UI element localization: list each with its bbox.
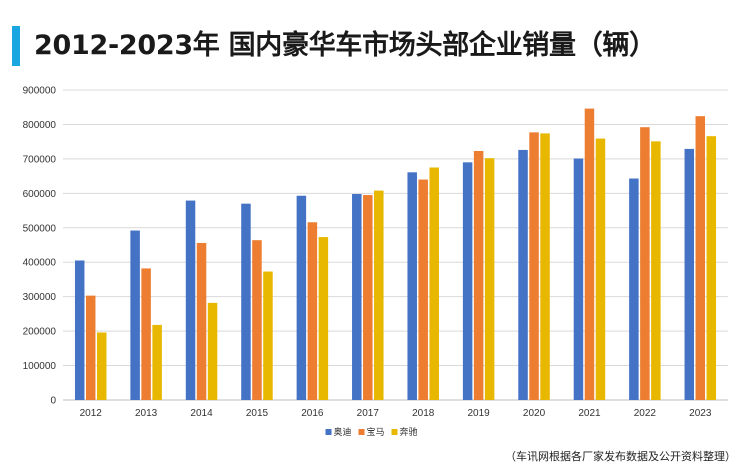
x-tick-label: 2017	[357, 408, 380, 419]
page-title: 2012-2023年 国内豪华车市场头部企业销量（辆）	[34, 30, 656, 61]
y-axis-ticks: 0 100000 200000 300000 400000 500000 600000 700…	[23, 86, 57, 407]
chart-bars	[74, 108, 717, 401]
bar-2012-2	[96, 332, 107, 400]
x-tick-label: 2021	[578, 408, 601, 419]
bar-2016-0	[296, 195, 307, 400]
x-tick-label: 2019	[468, 408, 491, 419]
y-tick-label: 0	[50, 396, 56, 407]
x-tick-label: 2022	[634, 408, 657, 419]
bar-2022-2	[651, 141, 661, 401]
bar-2014-1	[196, 242, 207, 400]
bar-2015-1	[252, 240, 262, 400]
y-tick-label: 300000	[23, 292, 57, 303]
y-tick-label: 800000	[23, 120, 57, 131]
bar-2021-2	[595, 138, 606, 401]
y-tick-label: 600000	[23, 189, 57, 200]
x-tick-label: 2015	[246, 408, 269, 419]
bar-2015-2	[263, 271, 273, 400]
bar-2018-1	[418, 179, 428, 400]
bar-2023-1	[695, 116, 706, 400]
bar-2022-0	[629, 178, 639, 400]
x-tick-label: 2018	[412, 408, 435, 419]
title-accent-bar	[12, 26, 20, 66]
x-tick-label: 2014	[190, 408, 213, 419]
bar-2023-0	[684, 148, 695, 400]
bar-2019-0	[462, 162, 473, 400]
source-note: （车讯网根据各厂家发布数据及公开资料整理）	[505, 450, 736, 463]
legend-label: 宝马	[367, 426, 385, 438]
bar-2012-1	[85, 295, 96, 400]
chart-legend: 奥迪 宝马 奔驰	[325, 426, 418, 438]
bar-2023-2	[706, 136, 717, 400]
bar-2015-0	[241, 203, 251, 400]
x-tick-label: 2012	[80, 408, 103, 419]
y-tick-label: 700000	[23, 154, 57, 165]
y-tick-label: 100000	[23, 361, 57, 372]
bar-2017-1	[363, 195, 373, 400]
bar-2022-1	[640, 127, 650, 400]
x-tick-label: 2020	[523, 408, 546, 419]
bar-2017-0	[352, 194, 362, 400]
y-tick-label: 200000	[23, 327, 57, 338]
bar-2021-0	[573, 158, 584, 400]
bar-2017-2	[374, 190, 384, 400]
bar-2019-2	[484, 158, 495, 400]
legend-label: 奔驰	[400, 426, 418, 438]
bar-2020-1	[529, 132, 539, 400]
bar-2012-0	[74, 260, 85, 400]
legend-swatch	[358, 429, 365, 435]
bar-2013-2	[152, 324, 162, 400]
bar-2018-2	[429, 167, 439, 400]
y-tick-label: 900000	[23, 86, 57, 97]
bar-2014-0	[185, 200, 196, 400]
x-tick-label: 2016	[301, 408, 324, 419]
bar-2018-0	[407, 172, 417, 400]
bar-2016-1	[307, 222, 318, 400]
y-tick-label: 500000	[23, 223, 57, 234]
bar-2013-0	[130, 230, 140, 400]
bar-2021-1	[584, 108, 595, 400]
x-axis-ticks: 2012 2013 2014 2015 2016 2017 2018 2019 2020 2021…	[80, 408, 712, 419]
legend-label: 奥迪	[334, 426, 352, 438]
bar-2020-2	[540, 133, 550, 400]
legend-swatch	[325, 429, 332, 435]
y-tick-label: 400000	[23, 258, 57, 269]
legend-swatch	[391, 429, 398, 435]
x-tick-label: 2013	[135, 408, 158, 419]
bar-2019-1	[473, 150, 484, 400]
bar-2020-0	[518, 149, 528, 400]
bar-2016-2	[318, 237, 329, 400]
x-tick-label: 2023	[689, 408, 712, 419]
chart-gridlines	[63, 89, 728, 401]
bar-2013-1	[141, 268, 151, 400]
bar-2014-2	[207, 302, 218, 400]
